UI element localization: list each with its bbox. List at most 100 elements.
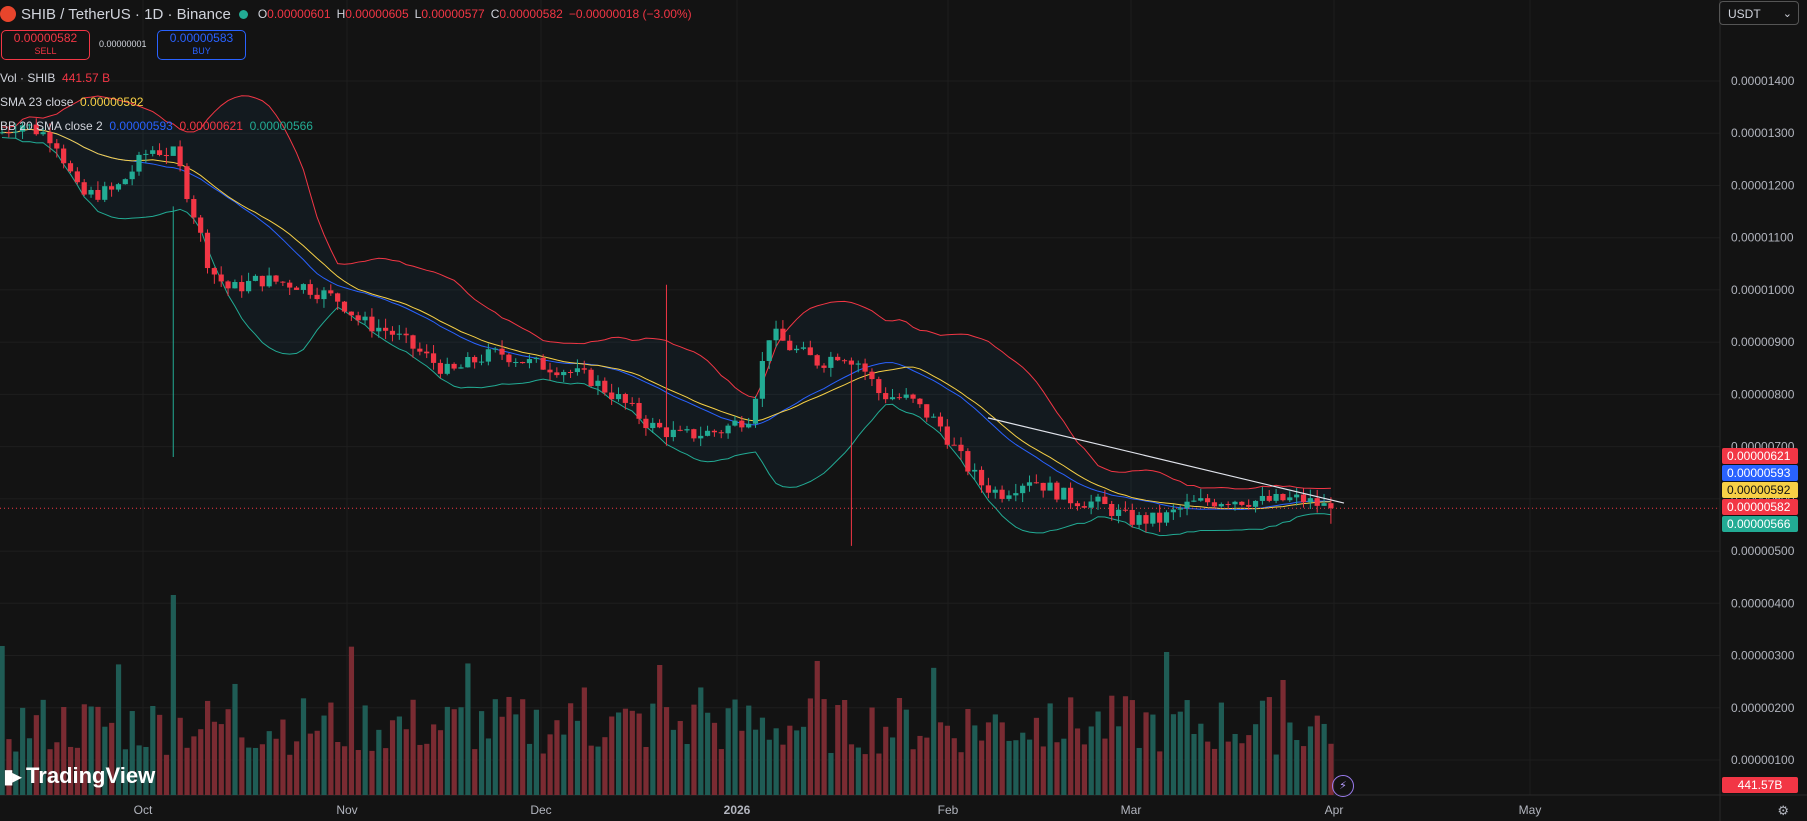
candle-body [1307,498,1313,503]
tv-mark-icon: ▮▸ [3,765,22,788]
volume-bar [13,751,19,795]
volume-bar [1191,734,1197,795]
volume-bar [129,711,135,795]
sell-button[interactable]: 0.00000582 SELL [1,30,90,60]
candle-body [451,363,457,369]
volume-bar [1040,746,1046,795]
gear-icon[interactable]: ⚙ [1777,803,1789,818]
volume-bar [1033,717,1040,795]
candle-body [355,315,361,321]
volume-bar [718,749,724,795]
buy-button[interactable]: 0.00000583 BUY [157,30,246,60]
candle-body [965,451,971,472]
candle-body [13,131,19,133]
symbol-title[interactable]: SHIB / TetherUS · 1D · Binance [21,5,231,23]
candle-body [410,335,416,349]
candle-body [1184,501,1190,509]
volume-bar [807,698,813,795]
candle-body [115,184,122,190]
candle-body [109,186,115,190]
time-tick-label: May [1519,803,1542,817]
candle-body [533,357,539,360]
volume-bar [1143,712,1149,795]
volume-bar [1150,714,1156,795]
legend-volume[interactable]: Vol · SHIB 441.57 B [0,71,111,85]
volume-bar [1013,740,1019,795]
candle-body [725,425,731,434]
volume-bar [1321,723,1327,795]
candle-body [300,284,306,290]
volume-bar [1280,679,1286,795]
legend-sma[interactable]: SMA 23 close 0.00000592 [0,95,144,109]
candle-body [472,356,478,363]
volume-bar [205,700,211,795]
time-tick-label: Oct [134,803,153,817]
currency-select[interactable]: USDT ⌄ [1719,1,1799,25]
volume-bar [81,704,87,795]
volume-bar [170,595,176,795]
candle-body [574,368,580,373]
candle-body [1328,503,1334,509]
volume-bar [225,709,231,795]
volume-bar [835,705,841,795]
volume-bar [410,699,416,795]
candle-body [581,368,587,370]
volume-bar [609,716,615,795]
candle-body [917,398,923,405]
price-tick-label: 0.00001200 [1731,178,1795,192]
candle-body [246,280,252,292]
volume-bar [588,745,594,795]
volume-bar [917,735,923,795]
time-tick-label: Feb [938,803,959,817]
candle-body [1122,509,1128,511]
candle-body [177,146,183,167]
candle-body [691,429,697,439]
candle-body [684,429,690,431]
trend-line [987,417,1345,504]
candle-body [74,171,80,183]
candle-body [1218,504,1224,507]
legend-bollinger[interactable]: BB 20 SMA close 2 0.00000593 0.00000621 … [0,119,313,133]
candle-body [924,404,930,418]
candle-body [280,281,286,283]
candle-body [218,274,224,282]
bolt-icon[interactable]: ⚡ [1332,775,1354,797]
volume-bar [739,730,745,795]
volume-bar [239,737,245,795]
volume-bar [1232,733,1238,795]
candle-body [999,489,1005,499]
candle-body [259,275,265,287]
candle-body [869,371,875,380]
volume-bar [657,665,663,795]
volume-bar [348,646,355,795]
candle-body [1068,487,1074,504]
candle-body [170,146,176,156]
candle-body [561,371,567,376]
volume-bar [74,747,81,795]
volume-bar [47,749,53,795]
volume-bar [568,703,574,795]
candle-body [1040,482,1046,491]
volume-bar [622,708,629,795]
volume-bar [821,699,827,795]
volume-bar [581,687,587,795]
volume-bar [629,710,635,795]
volume-bar [492,699,498,795]
candle-body [273,275,279,282]
volume-bar [513,714,519,795]
price-label-text: 0.00000582 [1727,500,1791,514]
volume-bar [465,663,471,795]
volume-bar [1129,700,1135,795]
candle-body [547,369,553,373]
candle-body [828,356,834,368]
price-tick-label: 0.00000100 [1731,753,1795,767]
candle-body [1266,495,1272,501]
volume-bar [1225,741,1231,795]
volume-bar [985,722,992,795]
candle-body [396,333,402,335]
candle-body [1088,501,1094,508]
volume-bar [1205,741,1211,795]
candle-body [807,347,813,356]
candle-body [478,361,485,363]
